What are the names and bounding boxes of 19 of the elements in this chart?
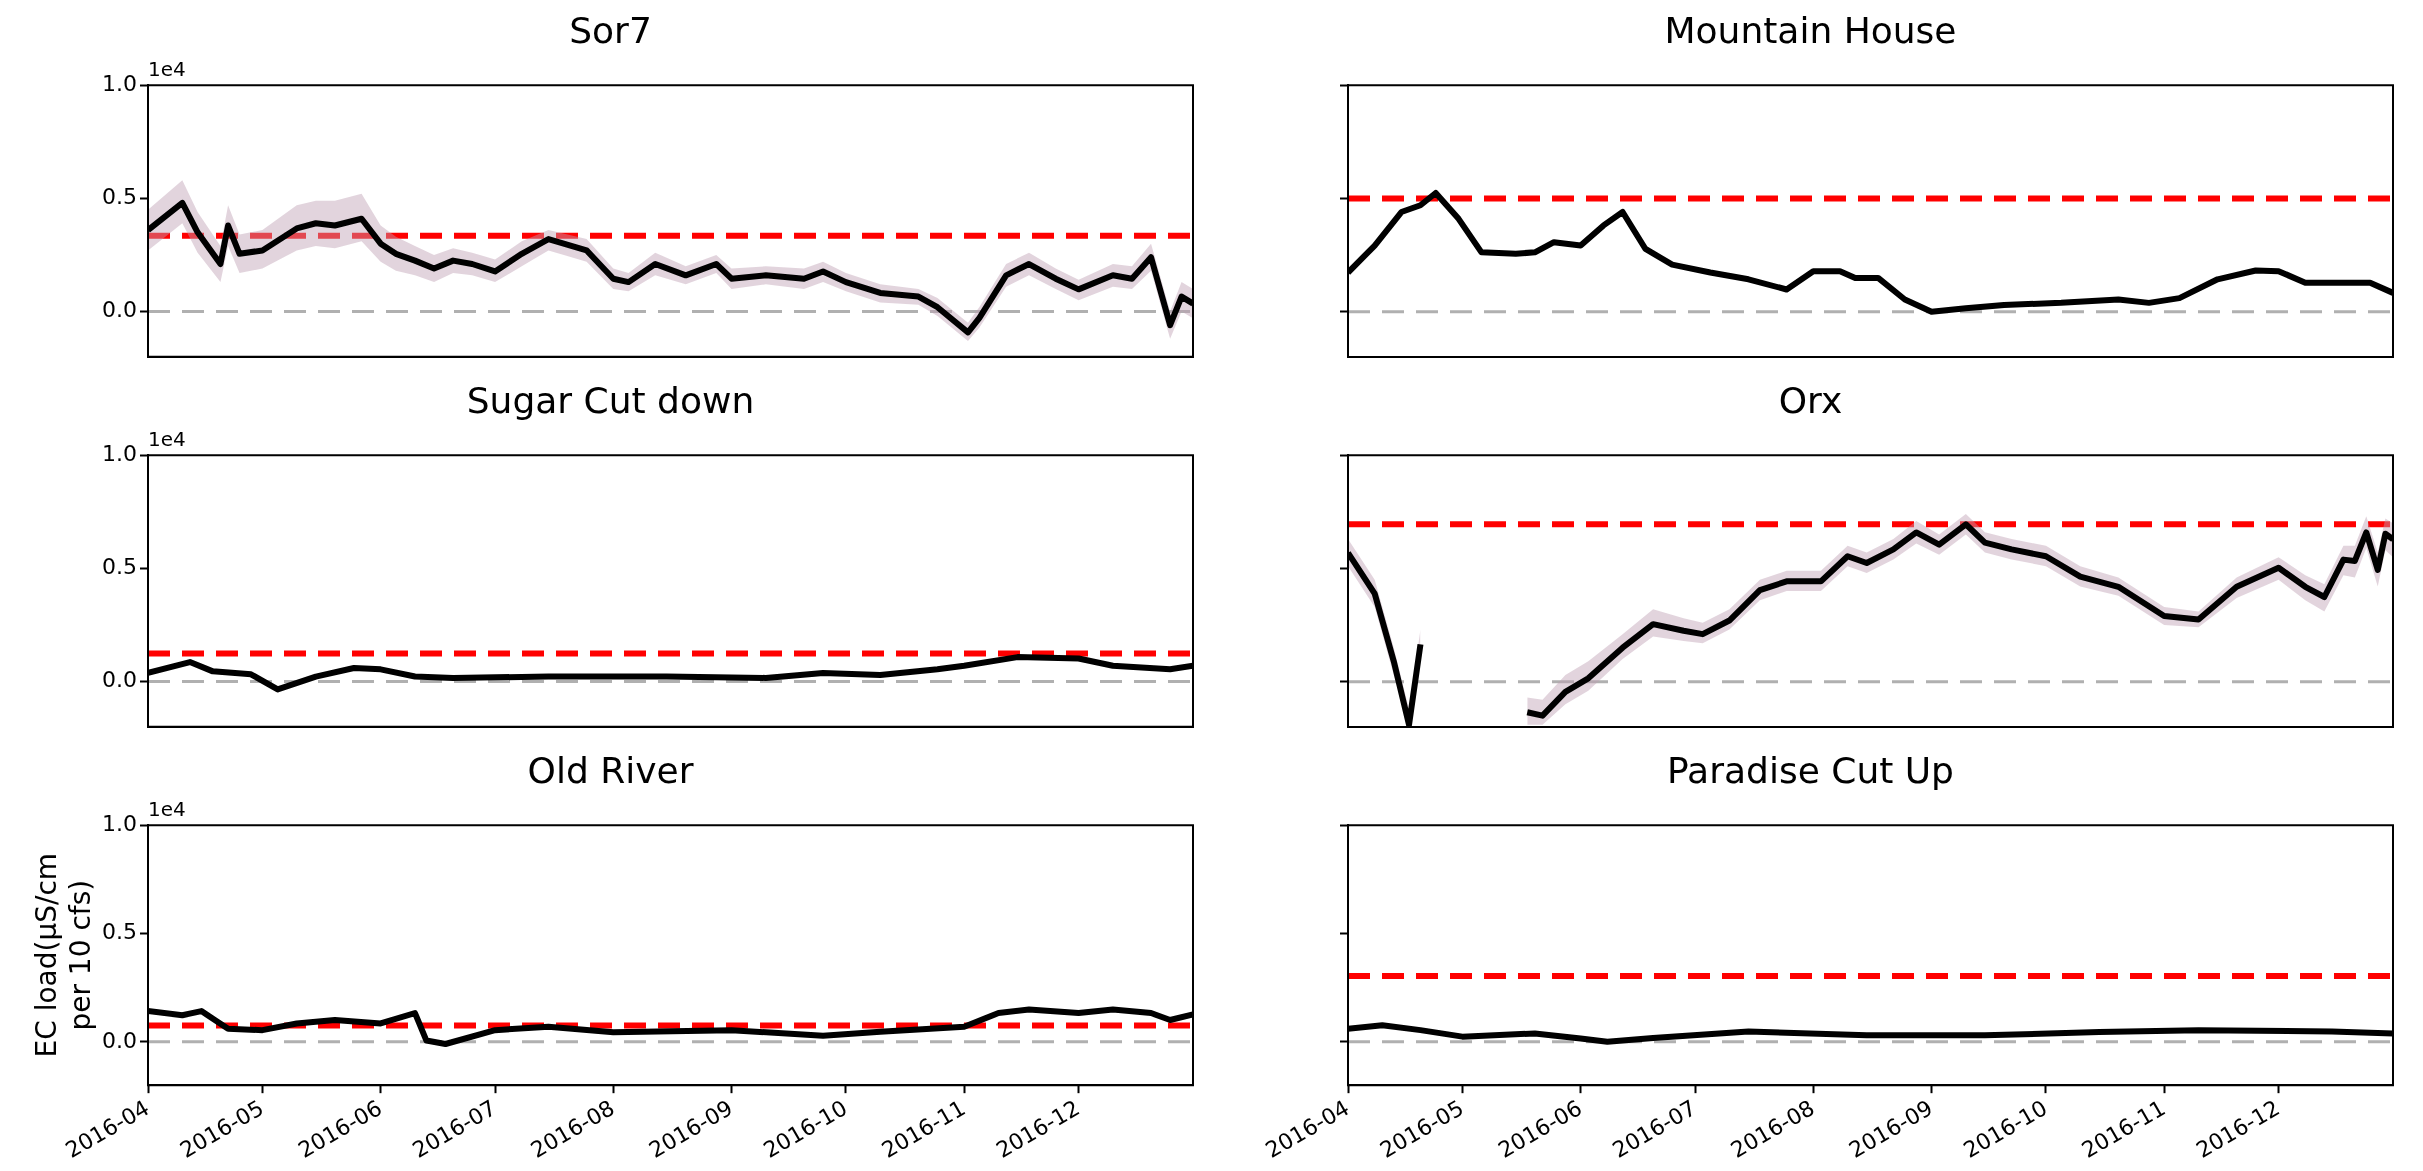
y-tick-label: 0.0 [102,667,137,693]
y-tick-label: 0.0 [102,297,137,323]
y-tick-label: 0.5 [102,554,137,580]
y-axis-title: EC load(μS/cm per 10 cfs) [30,852,97,1058]
y-tick-label: 0.5 [102,919,137,945]
y-tick-label: 1.0 [102,440,137,466]
chart-title: Paradise Cut Up [1667,749,1954,791]
chart-title: Sugar Cut down [466,379,755,421]
chart-title: Sor7 [569,9,652,51]
text: 1e4 [148,57,186,82]
chart-title: Orx [1778,379,1843,421]
chart-title: Old River [527,749,694,791]
y-tick-label: 1.0 [102,70,137,96]
y-tick-label: 1.0 [102,810,137,836]
text: 1e4 [148,427,186,452]
chart-title: Mountain House [1664,9,1957,51]
y-tick-label: 0.5 [102,184,137,210]
y-tick-label: 0.0 [102,1027,137,1053]
text: 1e4 [148,797,186,822]
